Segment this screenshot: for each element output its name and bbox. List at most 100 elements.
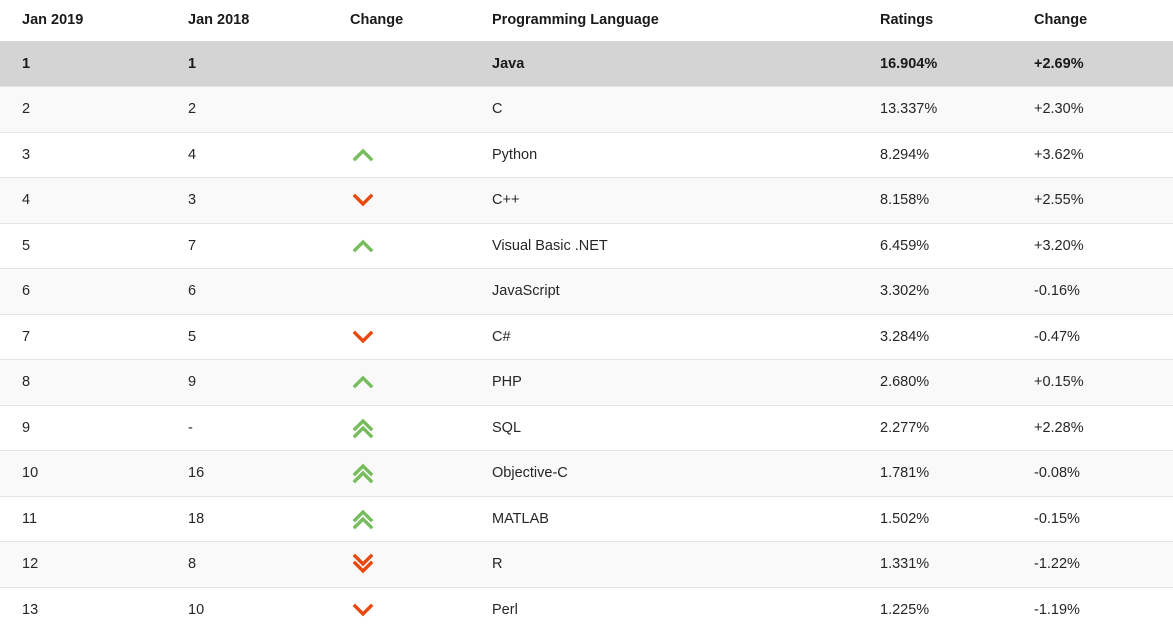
cell-ratings: 13.337% bbox=[858, 86, 1012, 132]
cell-rank-jan-2018: 4 bbox=[166, 131, 328, 178]
cell-change-percent: -0.15% bbox=[1012, 495, 1173, 542]
cell-change-percent: -0.47% bbox=[1012, 313, 1173, 360]
cell-programming-language[interactable]: PHP bbox=[470, 359, 858, 405]
cell-change-percent: +2.55% bbox=[1012, 177, 1173, 223]
cell-rank-jan-2019: 9 bbox=[0, 404, 166, 451]
cell-programming-language[interactable]: Perl bbox=[470, 586, 858, 633]
double-chevron-up-icon bbox=[350, 461, 376, 485]
table-row[interactable]: 6 6 JavaScript 3.302% -0.16% bbox=[0, 268, 1173, 314]
table-header: Jan 2019 Jan 2018 Change Programming Lan… bbox=[0, 0, 1173, 41]
table-row[interactable]: 11 18 MATLAB 1.502% -0.15% bbox=[0, 495, 1173, 542]
cell-ratings: 3.284% bbox=[858, 313, 1012, 360]
cell-rank-jan-2018: 1 bbox=[166, 40, 328, 87]
table-row[interactable]: 3 4 Python 8.294% +3.62% bbox=[0, 131, 1173, 178]
table-row[interactable]: 9- SQL 2.277% +2.28% bbox=[0, 404, 1173, 451]
table-row[interactable]: 7 5 C# 3.284% -0.47% bbox=[0, 313, 1173, 360]
chevron-down-icon bbox=[350, 325, 376, 349]
cell-change-percent: -0.16% bbox=[1012, 268, 1173, 314]
cell-change-arrow bbox=[328, 131, 470, 178]
cell-rank-jan-2018: 5 bbox=[166, 313, 328, 360]
cell-programming-language[interactable]: Python bbox=[470, 131, 858, 178]
cell-change-arrow bbox=[328, 40, 470, 87]
cell-rank-jan-2019: 13 bbox=[0, 586, 166, 633]
table-row[interactable]: 5 7 Visual Basic .NET 6.459% +3.20% bbox=[0, 222, 1173, 269]
cell-programming-language[interactable]: JavaScript bbox=[470, 268, 858, 314]
cell-ratings: 8.294% bbox=[858, 131, 1012, 178]
cell-change-arrow bbox=[328, 313, 470, 360]
column-header-ratings[interactable]: Ratings bbox=[858, 0, 1012, 41]
cell-rank-jan-2019: 2 bbox=[0, 86, 166, 132]
table-row[interactable]: 8 9 PHP 2.680% +0.15% bbox=[0, 359, 1173, 405]
table-row[interactable]: 12 8 R 1.331% -1.22% bbox=[0, 541, 1173, 587]
cell-rank-jan-2019: 4 bbox=[0, 177, 166, 223]
cell-ratings: 1.502% bbox=[858, 495, 1012, 542]
cell-ratings: 2.277% bbox=[858, 404, 1012, 451]
chevron-up-icon bbox=[350, 143, 376, 167]
cell-change-percent: -0.08% bbox=[1012, 450, 1173, 496]
double-chevron-up-icon bbox=[350, 507, 376, 531]
table-row[interactable]: 13 10 Perl 1.225% -1.19% bbox=[0, 586, 1173, 633]
cell-rank-jan-2018: 7 bbox=[166, 222, 328, 269]
cell-change-percent: -1.19% bbox=[1012, 586, 1173, 633]
table-row[interactable]: 4 3 C++ 8.158% +2.55% bbox=[0, 177, 1173, 223]
cell-rank-jan-2018: 3 bbox=[166, 177, 328, 223]
cell-change-arrow bbox=[328, 450, 470, 496]
double-chevron-down-icon bbox=[350, 552, 376, 576]
cell-rank-jan-2019: 3 bbox=[0, 131, 166, 178]
cell-programming-language[interactable]: Java bbox=[470, 40, 858, 87]
cell-ratings: 16.904% bbox=[858, 40, 1012, 87]
cell-rank-jan-2019: 1 bbox=[0, 40, 166, 87]
cell-ratings: 2.680% bbox=[858, 359, 1012, 405]
column-header-change-arrow[interactable]: Change bbox=[328, 0, 470, 41]
cell-change-arrow bbox=[328, 404, 470, 451]
table-row[interactable]: 10 16 Objective-C 1.781% -0.08% bbox=[0, 450, 1173, 496]
cell-ratings: 3.302% bbox=[858, 268, 1012, 314]
cell-rank-jan-2019: 7 bbox=[0, 313, 166, 360]
cell-rank-jan-2018: - bbox=[166, 404, 328, 451]
cell-programming-language[interactable]: C++ bbox=[470, 177, 858, 223]
cell-rank-jan-2019: 5 bbox=[0, 222, 166, 269]
cell-change-arrow bbox=[328, 268, 470, 314]
cell-rank-jan-2018: 18 bbox=[166, 495, 328, 542]
cell-rank-jan-2019: 11 bbox=[0, 495, 166, 542]
cell-change-arrow bbox=[328, 177, 470, 223]
chevron-down-icon bbox=[350, 188, 376, 212]
cell-change-percent: +2.28% bbox=[1012, 404, 1173, 451]
cell-programming-language[interactable]: C# bbox=[470, 313, 858, 360]
column-header-change-percent[interactable]: Change bbox=[1012, 0, 1173, 41]
table-row[interactable]: 1 1 Java 16.904% +2.69% bbox=[0, 40, 1173, 87]
cell-programming-language[interactable]: SQL bbox=[470, 404, 858, 451]
cell-change-percent: +2.30% bbox=[1012, 86, 1173, 132]
cell-rank-jan-2018: 2 bbox=[166, 86, 328, 132]
cell-rank-jan-2018: 16 bbox=[166, 450, 328, 496]
cell-programming-language[interactable]: R bbox=[470, 541, 858, 587]
table-row[interactable]: 2 2 C 13.337% +2.30% bbox=[0, 86, 1173, 132]
column-header-programming-language[interactable]: Programming Language bbox=[470, 0, 858, 41]
cell-change-percent: +3.20% bbox=[1012, 222, 1173, 269]
cell-rank-jan-2019: 8 bbox=[0, 359, 166, 405]
chevron-up-icon bbox=[350, 370, 376, 394]
table-header-row: Jan 2019 Jan 2018 Change Programming Lan… bbox=[0, 0, 1173, 41]
column-header-jan-2018[interactable]: Jan 2018 bbox=[166, 0, 328, 41]
cell-rank-jan-2019: 10 bbox=[0, 450, 166, 496]
chevron-up-icon bbox=[350, 234, 376, 258]
cell-rank-jan-2018: 9 bbox=[166, 359, 328, 405]
column-header-jan-2019[interactable]: Jan 2019 bbox=[0, 0, 166, 41]
cell-ratings: 1.225% bbox=[858, 586, 1012, 633]
cell-programming-language[interactable]: MATLAB bbox=[470, 495, 858, 542]
cell-rank-jan-2018: 6 bbox=[166, 268, 328, 314]
cell-rank-jan-2019: 6 bbox=[0, 268, 166, 314]
cell-change-arrow bbox=[328, 586, 470, 633]
cell-change-arrow bbox=[328, 359, 470, 405]
cell-ratings: 1.781% bbox=[858, 450, 1012, 496]
cell-change-arrow bbox=[328, 541, 470, 587]
cell-programming-language[interactable]: C bbox=[470, 86, 858, 132]
cell-rank-jan-2018: 8 bbox=[166, 541, 328, 587]
cell-change-percent: +3.62% bbox=[1012, 131, 1173, 178]
cell-change-arrow bbox=[328, 222, 470, 269]
cell-rank-jan-2019: 12 bbox=[0, 541, 166, 587]
cell-programming-language[interactable]: Objective-C bbox=[470, 450, 858, 496]
cell-change-arrow bbox=[328, 495, 470, 542]
cell-programming-language[interactable]: Visual Basic .NET bbox=[470, 222, 858, 269]
